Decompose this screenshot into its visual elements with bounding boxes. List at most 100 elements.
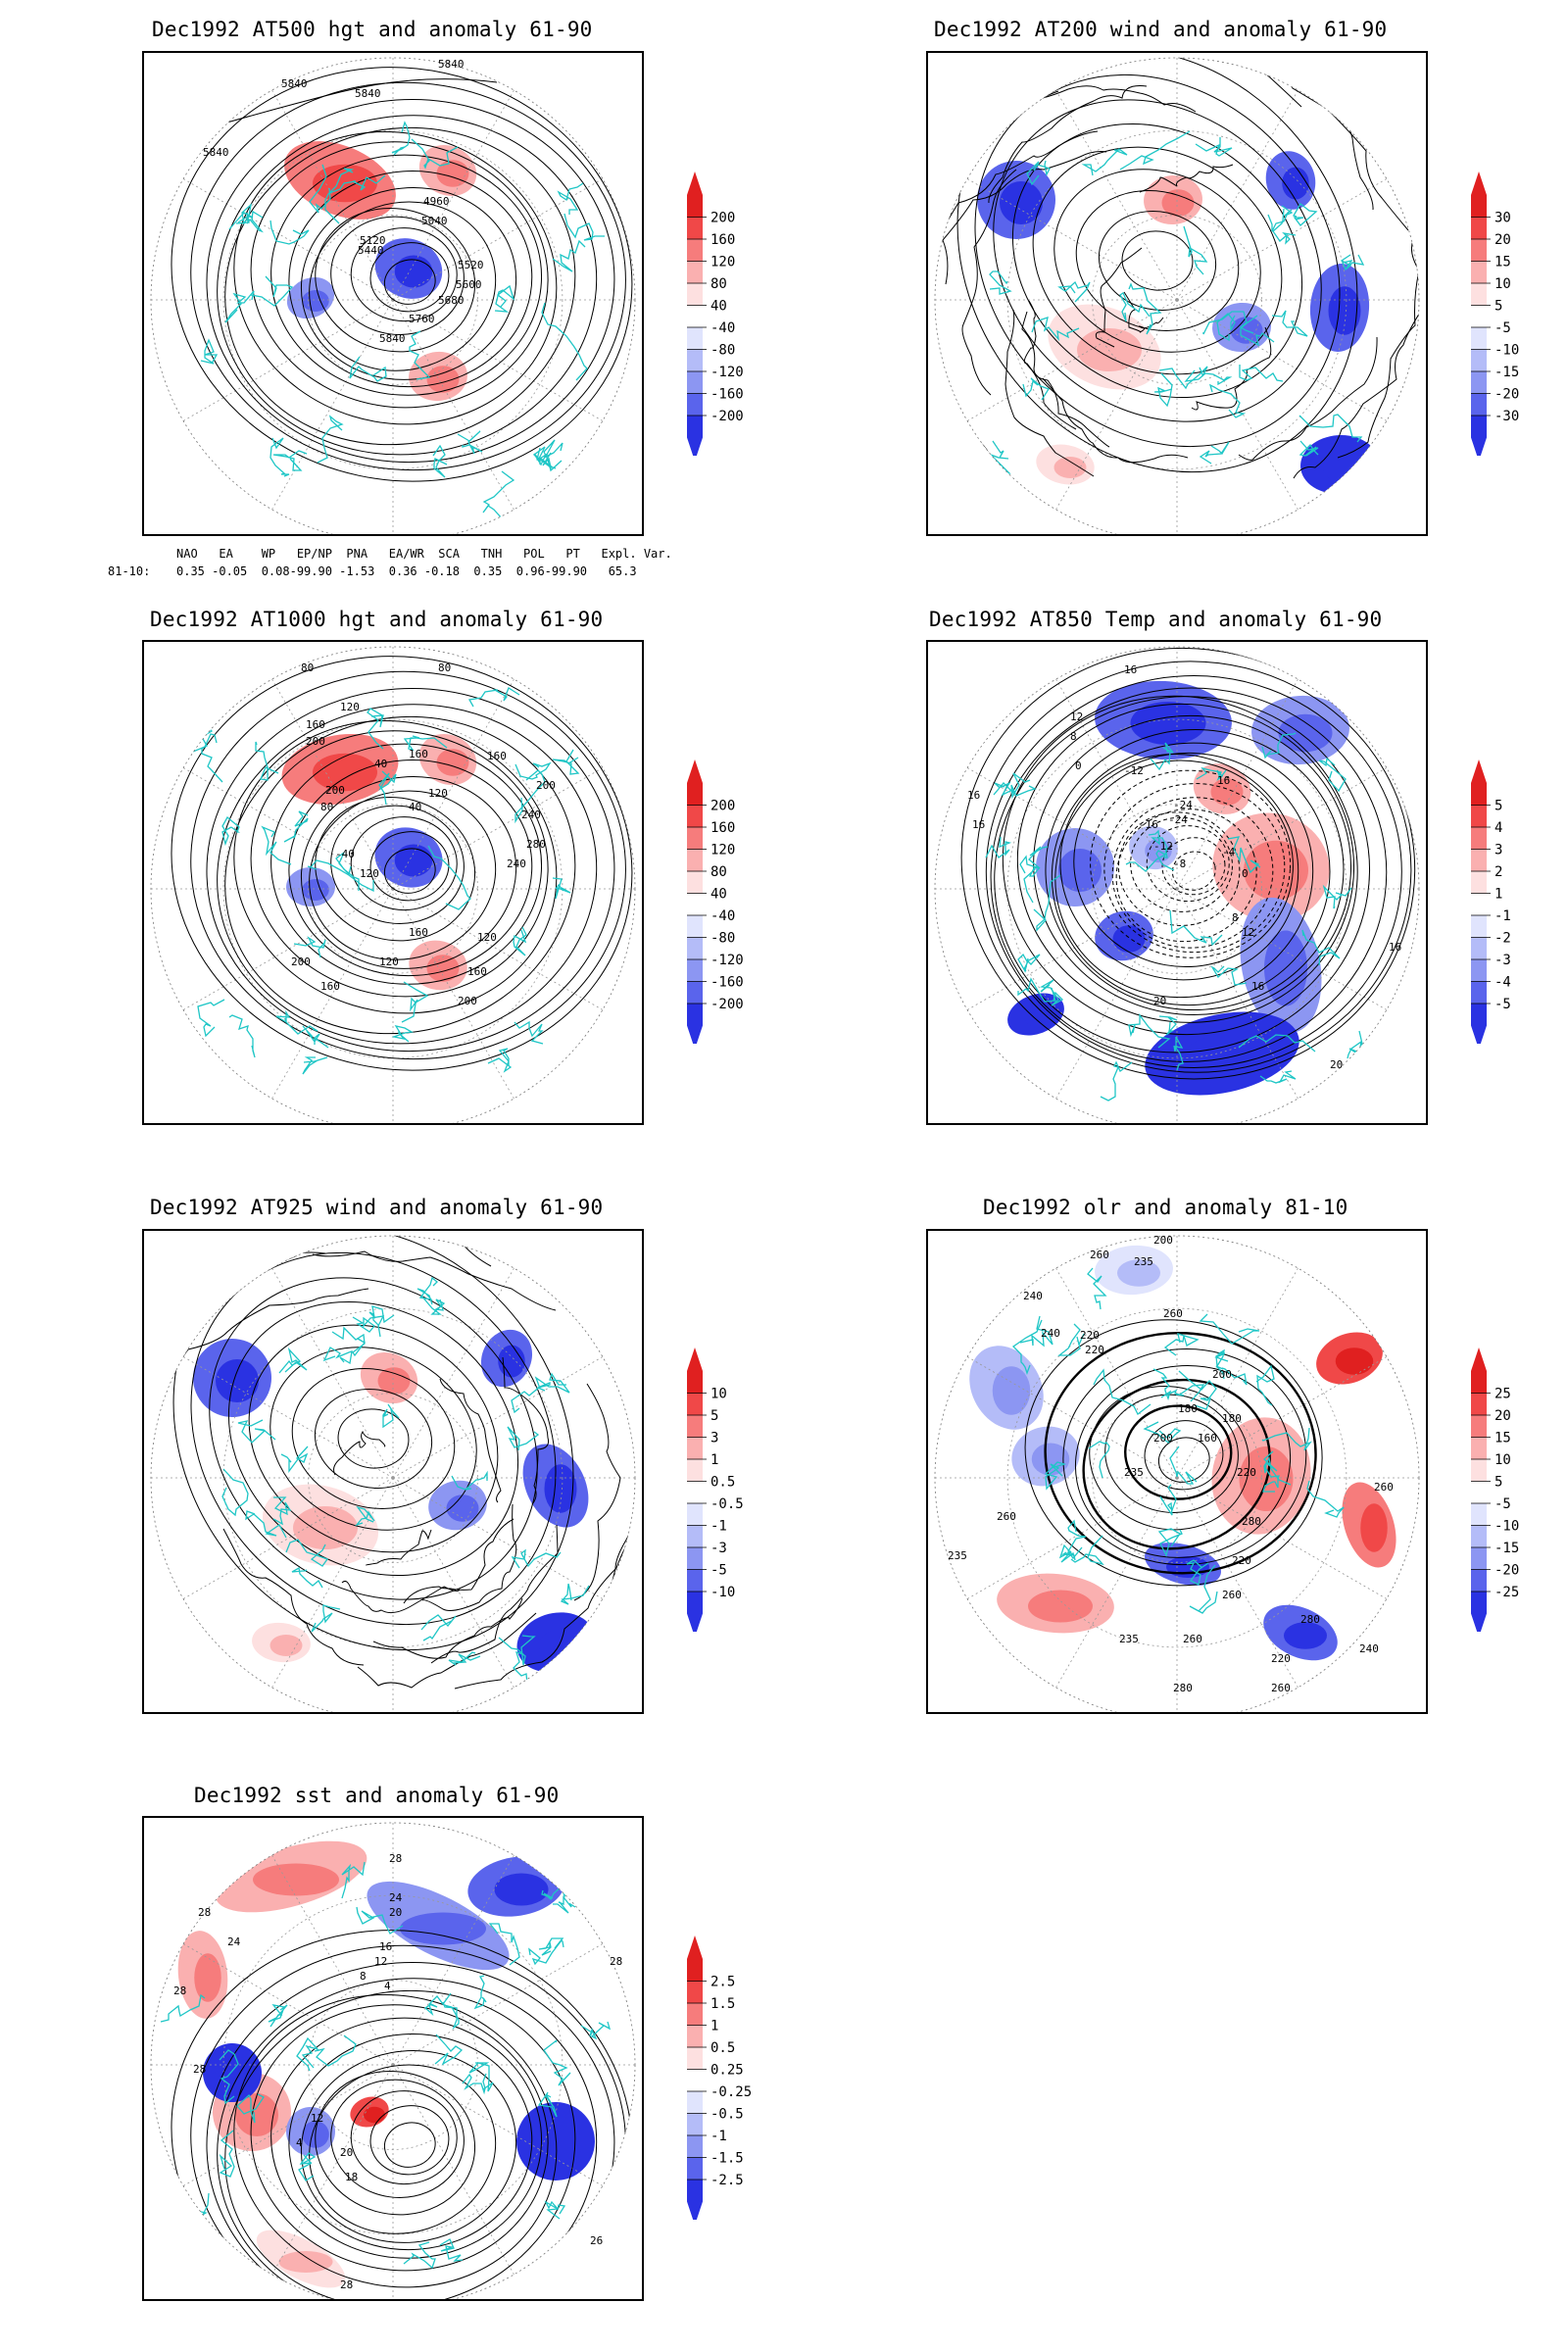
colorbar-tick-label: -160 [710,975,744,991]
contour-line [383,259,436,305]
colorbar-tick-label: 2.5 [710,1975,735,1990]
anomaly-shading-core [1335,1348,1374,1375]
coastline-segment [468,2062,494,2092]
teleconnection-values: 0.35 -0.05 0.08-99.90 -1.53 0.36 -0.18 0… [176,564,637,578]
colorbar-arrow-bottom [687,1613,703,1632]
contour-label: 160 [487,750,507,762]
streamline [219,1672,536,1712]
contour-label: 220 [1232,1554,1251,1567]
contour-label: 0 [1242,867,1249,880]
coastline-segment [255,741,279,781]
contour-line [233,1994,558,2288]
graticule [966,299,1178,421]
streamline [1004,309,1095,477]
anomaly-shading-core [235,2093,278,2136]
contour-line [288,2034,533,2251]
coastlines [989,130,1365,474]
graticule [1006,129,1348,470]
coastline-segment [1202,311,1254,335]
colorbar-1000hgt: 200 160 120 80 40 -40 -80 -120 -160 -200 [687,760,744,1044]
streamline [1121,230,1194,291]
colorbar-tick-label: -120 [710,953,744,968]
coastline-segment [1081,148,1128,176]
anomaly-shading-core [1028,1590,1093,1623]
colorbar-segment [687,959,703,982]
streamline [1293,307,1419,479]
graticule [1055,1477,1178,1689]
colorbar-segment [1471,349,1487,371]
anomaly-shading-core [1161,189,1195,217]
streamline [333,1430,386,1476]
contour-label: 0 [1075,760,1082,772]
contour-label: 160 [409,926,428,939]
contour-label: 5840 [281,77,308,90]
streamline [604,1398,635,1617]
coastline-segment [1070,1535,1104,1566]
contour-line [1044,1331,1317,1575]
colorbar-tick-label: -120 [710,365,744,380]
colorbar-segment [687,1004,703,1026]
graticule [1176,888,1388,1010]
anomaly-shading-core [1112,925,1146,953]
colorbar-arrow-bottom [1471,1613,1487,1632]
coastline-segment [1164,1384,1205,1402]
coastline-segment [985,836,1012,858]
coastlines [172,121,605,520]
contour-label: 12 [1242,926,1254,939]
contour-line [224,126,576,446]
contour-line [1161,837,1226,896]
coastline-segment [160,1993,206,2023]
coastlines [985,732,1363,1102]
contour-label: 28 [340,2278,353,2291]
coastline-segment [1128,282,1162,335]
coastline-segment [513,926,527,956]
streamline [1191,326,1272,411]
graticule [1006,1307,1348,1648]
coastline-segment [411,138,459,170]
contour-label: 240 [1359,1642,1379,1655]
coastline-segment [1159,1484,1177,1516]
contour-line [217,115,598,456]
contour-label: 12 [311,2112,323,2125]
graticule [392,2064,514,2276]
streamline [341,1581,461,1614]
contour-label: 260 [1163,1307,1183,1320]
coastline-segment [278,1347,308,1374]
colorbar-tick-label: 5 [1494,799,1502,814]
coastline-segment [1119,130,1191,171]
graticule [182,1356,394,1479]
coastline-segment [1195,137,1233,157]
graticule [1055,299,1178,511]
streamline [1058,58,1302,108]
coastline-segment [1119,292,1151,322]
colorbar-segment [687,2135,703,2158]
map-500hgt: 5840 5840 5840 5840 4960 5040 5120 5440 5520 5600… [142,51,644,536]
streamline [1021,311,1110,448]
contour-label: 240 [507,858,526,870]
coastline-segment [552,239,586,272]
streamline [151,1288,369,1397]
colorbar-segment [687,393,703,416]
colorbar-tick-label: -2.5 [710,2173,744,2188]
colorbar-tick-label: -40 [710,320,735,336]
contour-label: 20 [1330,1058,1343,1071]
contour-line [985,674,1402,1068]
coastline-segment [487,1048,513,1073]
coastline-segment [1067,1519,1087,1560]
coastline-segment [423,1992,452,2017]
map-200wind [926,51,1428,536]
contour-line [270,743,543,985]
coastline-segment [482,470,515,520]
map-boundary [934,57,1420,534]
coastline-segment [219,2049,239,2105]
coastline-segment [1208,383,1247,418]
graticule [182,1943,394,2066]
colorbar-tick-label: 10 [1494,276,1511,292]
graticule [392,299,604,421]
panel-title: Dec1992 AT925 wind and anomaly 61-90 [150,1196,604,1219]
panel-title: Dec1992 AT500 hgt and anomaly 61-90 [152,18,593,41]
contour-label: 240 [521,808,541,821]
colorbar-tick-label: -0.5 [710,1496,744,1512]
coastline-segment [302,1056,328,1075]
colorbar-arrow-top [687,172,703,195]
